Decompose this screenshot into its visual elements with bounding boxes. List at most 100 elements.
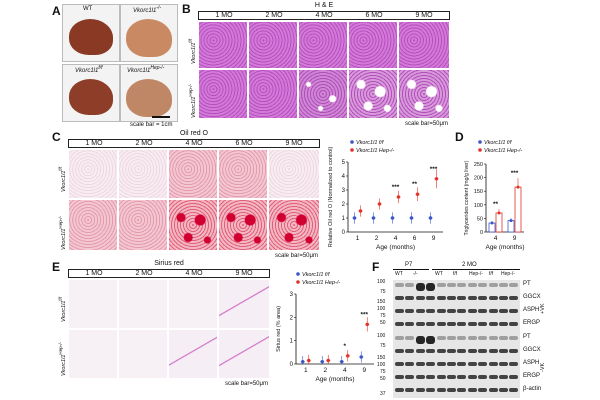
blot-band: [426, 349, 436, 353]
blot-band: [415, 349, 425, 353]
legend-label: Vkorc1l1 Hep-/-: [356, 148, 394, 154]
blot-band: [447, 362, 456, 366]
mw-marker: 100: [377, 362, 386, 368]
blot-band: [415, 336, 425, 344]
blot-band: [457, 388, 467, 392]
blot-band: [436, 283, 446, 287]
panel-e-header: 1 MO 2 MO 4 MO 9 MO: [68, 269, 270, 278]
blot-band: [426, 296, 436, 300]
blot-band: [457, 309, 467, 313]
data-point: [428, 216, 433, 220]
tp-label: 4 MO: [315, 12, 333, 19]
blot-band: [436, 336, 446, 340]
blot-band: [395, 375, 404, 379]
x-tick-label: 6: [413, 235, 417, 242]
blot-band: [457, 296, 467, 300]
y-tick-label: 0: [290, 362, 294, 368]
blot-band: [499, 336, 508, 340]
blot-band: [426, 322, 436, 326]
x-tick-label: 4: [343, 367, 347, 374]
oilred-tile: [68, 199, 118, 251]
blot-band: [467, 283, 477, 287]
significance-label: ***: [392, 184, 400, 191]
blot-band: [436, 349, 446, 353]
blot-band: [436, 362, 446, 366]
row-label-hep: Vkorc1l1Hep-/-: [188, 83, 197, 118]
row-label-ff: Vkorc1l1f/f: [188, 38, 197, 64]
blot-band: [499, 388, 508, 392]
liver-photo-ko: [120, 4, 178, 62]
side-label-top: +VK: [540, 303, 546, 314]
scale-bar-b: scale bar=50μm: [405, 121, 448, 127]
lane-group: Hep-/-: [501, 271, 515, 277]
protein-label: β-actin: [523, 386, 542, 392]
y-tick-label: 5: [342, 160, 346, 166]
oilred-tile: [218, 199, 268, 251]
x-tick-label: 9: [362, 367, 366, 374]
legend-marker: [296, 280, 300, 284]
liver-photo-ff: [62, 64, 120, 122]
blot-band: [395, 283, 404, 287]
significance-label: ***: [430, 166, 438, 173]
bar: [495, 212, 503, 233]
scale-bar-e: scale bar=50μm: [225, 381, 268, 387]
sirius-tile: [118, 279, 168, 329]
data-point: [346, 354, 350, 358]
blot-band: [447, 283, 456, 287]
panel-e-label: E: [52, 260, 61, 274]
legend-marker: [350, 148, 354, 152]
protein-label: ERGP: [523, 320, 541, 326]
blot-band: [467, 296, 477, 300]
mw-marker: 50: [380, 376, 386, 382]
he-tile: [298, 69, 348, 119]
x-axis-label: Age (months): [485, 244, 524, 251]
blot-band: [405, 388, 415, 392]
blot-area: [393, 280, 520, 398]
blot-band: [447, 309, 456, 313]
blot-band: [395, 349, 404, 353]
blot-band: [478, 388, 488, 392]
he-tile: [348, 69, 398, 119]
panel-c-label: C: [52, 130, 61, 144]
blot-band: [436, 388, 446, 392]
blot-band: [499, 309, 508, 313]
blot-band: [426, 362, 436, 366]
data-point: [415, 192, 420, 196]
liver-image: [126, 19, 172, 57]
blot-band: [457, 283, 467, 287]
chart-d: 0 50 100 150 200 250 4 ** 9 *** Age (months) Trigly…: [464, 140, 525, 251]
lane-group: WT: [395, 271, 403, 277]
legend-marker: [350, 140, 354, 144]
blot-band: [426, 375, 436, 379]
mw-marker: 100: [377, 306, 386, 312]
blot-band: [509, 388, 519, 392]
y-tick-label: 150: [474, 189, 483, 195]
y-tick-label: 200: [474, 176, 483, 182]
protein-label: GGCX: [523, 294, 541, 300]
mw-marker: 75: [380, 343, 386, 349]
data-point: [490, 221, 494, 225]
blot-band: [488, 349, 498, 353]
y-axis-label: Triglycerides content (mg/g liver): [464, 160, 470, 235]
blot-band: [478, 283, 488, 287]
row-label-ff: Vkorc1l1f/f: [58, 166, 67, 192]
lane-group: f/f: [489, 271, 494, 277]
blot-band: [457, 362, 467, 366]
blot-band: [467, 309, 477, 313]
blot-band: [395, 309, 404, 313]
mw-marker: 37: [380, 391, 386, 397]
blot-band: [447, 349, 456, 353]
legend-label: Vkorc1l1 Hep-/-: [484, 148, 522, 154]
he-tile: [248, 21, 298, 69]
blot-band: [457, 375, 467, 379]
legend-marker: [478, 140, 482, 144]
mw-marker: 50: [380, 320, 386, 326]
tp-label: 4 MO: [185, 140, 203, 147]
data-point: [359, 355, 363, 359]
data-point: [497, 211, 501, 215]
blot-band: [447, 322, 456, 326]
blot-band: [426, 283, 436, 291]
y-tick-label: 100: [474, 203, 483, 209]
sirius-tile: [68, 329, 118, 379]
blot-band: [509, 283, 519, 287]
